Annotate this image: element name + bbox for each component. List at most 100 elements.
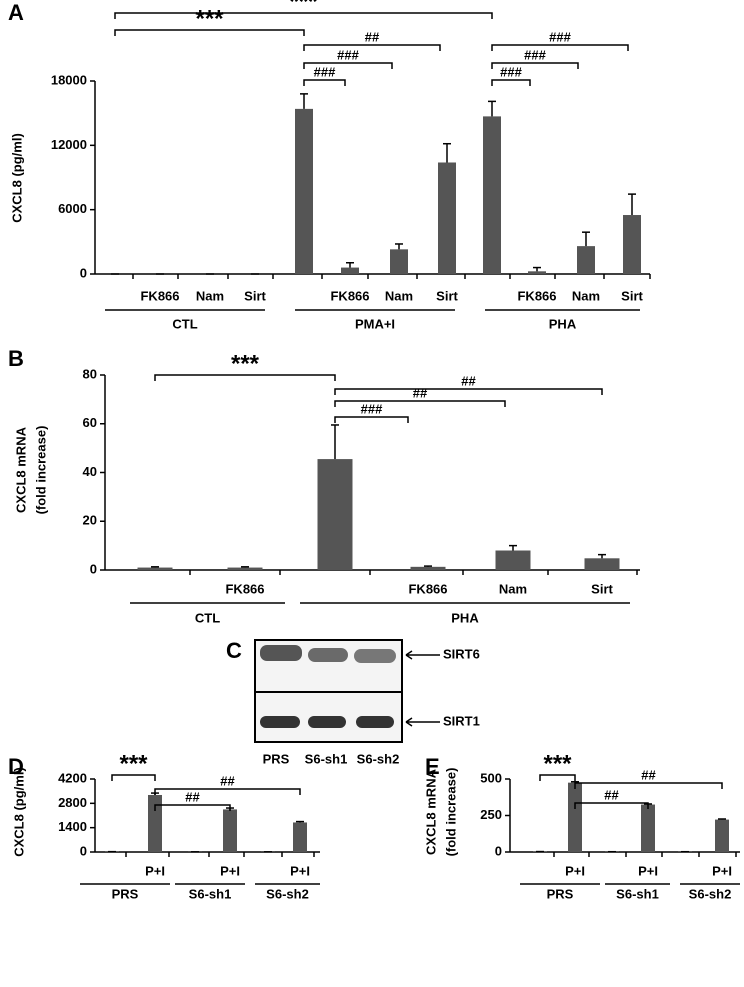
x-tick-label: P+I: [565, 863, 585, 878]
significance-bracket: [154, 788, 301, 795]
band: [354, 649, 396, 663]
significance-label: ###: [549, 29, 571, 44]
band: [260, 716, 300, 728]
significance-label: ###: [337, 47, 359, 62]
group-label: S6-sh1: [616, 886, 659, 901]
y-tick-label: 6000: [58, 201, 87, 216]
bar: [317, 459, 353, 570]
significance-bracket: [303, 79, 346, 86]
y-tick-label: 250: [480, 807, 502, 822]
significance-label: ***: [119, 750, 148, 777]
y-tick-label: 60: [83, 415, 97, 430]
y-tick-label: 12000: [51, 137, 87, 152]
panel-letter: C: [226, 638, 242, 663]
band: [356, 716, 394, 728]
group-label: S6-sh2: [266, 886, 309, 901]
significance-label: ##: [604, 787, 619, 802]
bar: [137, 567, 173, 570]
panel-letter: B: [8, 346, 24, 371]
band: [308, 648, 348, 662]
bar: [148, 794, 162, 852]
group-label: CTL: [195, 610, 220, 625]
band: [260, 645, 302, 661]
significance-bracket: [154, 374, 336, 381]
group-label: S6-sh1: [189, 886, 232, 901]
significance-bracket: [491, 44, 629, 51]
x-tick-label: P+I: [638, 863, 658, 878]
arrow: [405, 650, 440, 660]
arrow: [405, 717, 440, 727]
significance-bracket: [334, 388, 603, 395]
x-tick-label: Sirt: [244, 288, 266, 303]
y-tick-label: 4200: [58, 770, 87, 785]
significance-label: ***: [289, 0, 318, 15]
panel-letter: D: [8, 754, 24, 779]
band: [308, 716, 346, 728]
significance-bracket: [303, 44, 441, 51]
y-tick-label: 2800: [58, 795, 87, 810]
panel-letter: E: [425, 754, 440, 779]
bar: [568, 782, 582, 852]
y-tick-label: 20: [83, 513, 97, 528]
group-label: PMA+I: [355, 316, 395, 331]
bar: [528, 271, 546, 274]
x-tick-label: Sirt: [591, 581, 613, 596]
significance-label: ***: [543, 750, 572, 777]
lane-label: PRS: [263, 751, 290, 766]
significance-bracket: [154, 804, 231, 811]
group-label: S6-sh2: [689, 886, 732, 901]
y-tick-label: 0: [495, 843, 502, 858]
group-label: PRS: [547, 886, 574, 901]
group-label: PHA: [549, 316, 577, 331]
significance-bracket: [111, 774, 156, 781]
band-label: SIRT1: [443, 713, 480, 728]
y-axis-label: (fold increase): [443, 768, 458, 857]
y-axis-label: CXCL8 (pg/ml): [11, 767, 26, 857]
bar: [623, 215, 641, 274]
group-label: PRS: [112, 886, 139, 901]
y-axis-label: CXCL8 (pg/ml): [9, 133, 24, 223]
significance-label: ##: [413, 385, 428, 400]
y-axis-label: (fold increase): [33, 426, 48, 515]
significance-bracket: [574, 782, 723, 789]
y-tick-label: 0: [80, 843, 87, 858]
significance-bracket: [539, 774, 576, 781]
significance-label: ###: [524, 47, 546, 62]
x-tick-label: Sirt: [436, 288, 458, 303]
x-tick-label: P+I: [220, 863, 240, 878]
x-tick-label: P+I: [290, 863, 310, 878]
significance-label: ##: [220, 773, 235, 788]
x-tick-label: Nam: [499, 581, 527, 596]
significance-bracket: [114, 29, 305, 36]
x-tick-label: P+I: [145, 863, 165, 878]
panel-letter: A: [8, 0, 24, 25]
bar: [390, 249, 408, 274]
lane-label: S6-sh2: [357, 751, 400, 766]
x-tick-label: FK866: [225, 581, 264, 596]
western-blot: C SIRT6 SIRT1 PRS S6-sh1 S6-sh2: [226, 638, 480, 767]
significance-label: ##: [365, 29, 380, 44]
bar: [438, 162, 456, 274]
lane-label: S6-sh1: [305, 751, 348, 766]
bar: [715, 819, 729, 852]
group-label: PHA: [451, 610, 479, 625]
bar: [293, 822, 307, 852]
band-label: SIRT6: [443, 646, 480, 661]
bar: [410, 566, 446, 570]
significance-bracket: [114, 12, 493, 19]
y-tick-label: 1400: [58, 819, 87, 834]
y-tick-label: 500: [480, 770, 502, 785]
bar: [295, 108, 313, 274]
significance-label: ##: [641, 767, 656, 782]
significance-label: ##: [461, 373, 476, 388]
bar: [584, 558, 620, 570]
x-tick-label: Sirt: [621, 288, 643, 303]
significance-label: ***: [231, 350, 260, 377]
y-tick-label: 40: [83, 464, 97, 479]
significance-bracket: [574, 802, 649, 809]
bar: [577, 246, 595, 274]
x-tick-label: P+I: [712, 863, 732, 878]
group-label: CTL: [172, 316, 197, 331]
significance-bracket: [334, 416, 409, 423]
